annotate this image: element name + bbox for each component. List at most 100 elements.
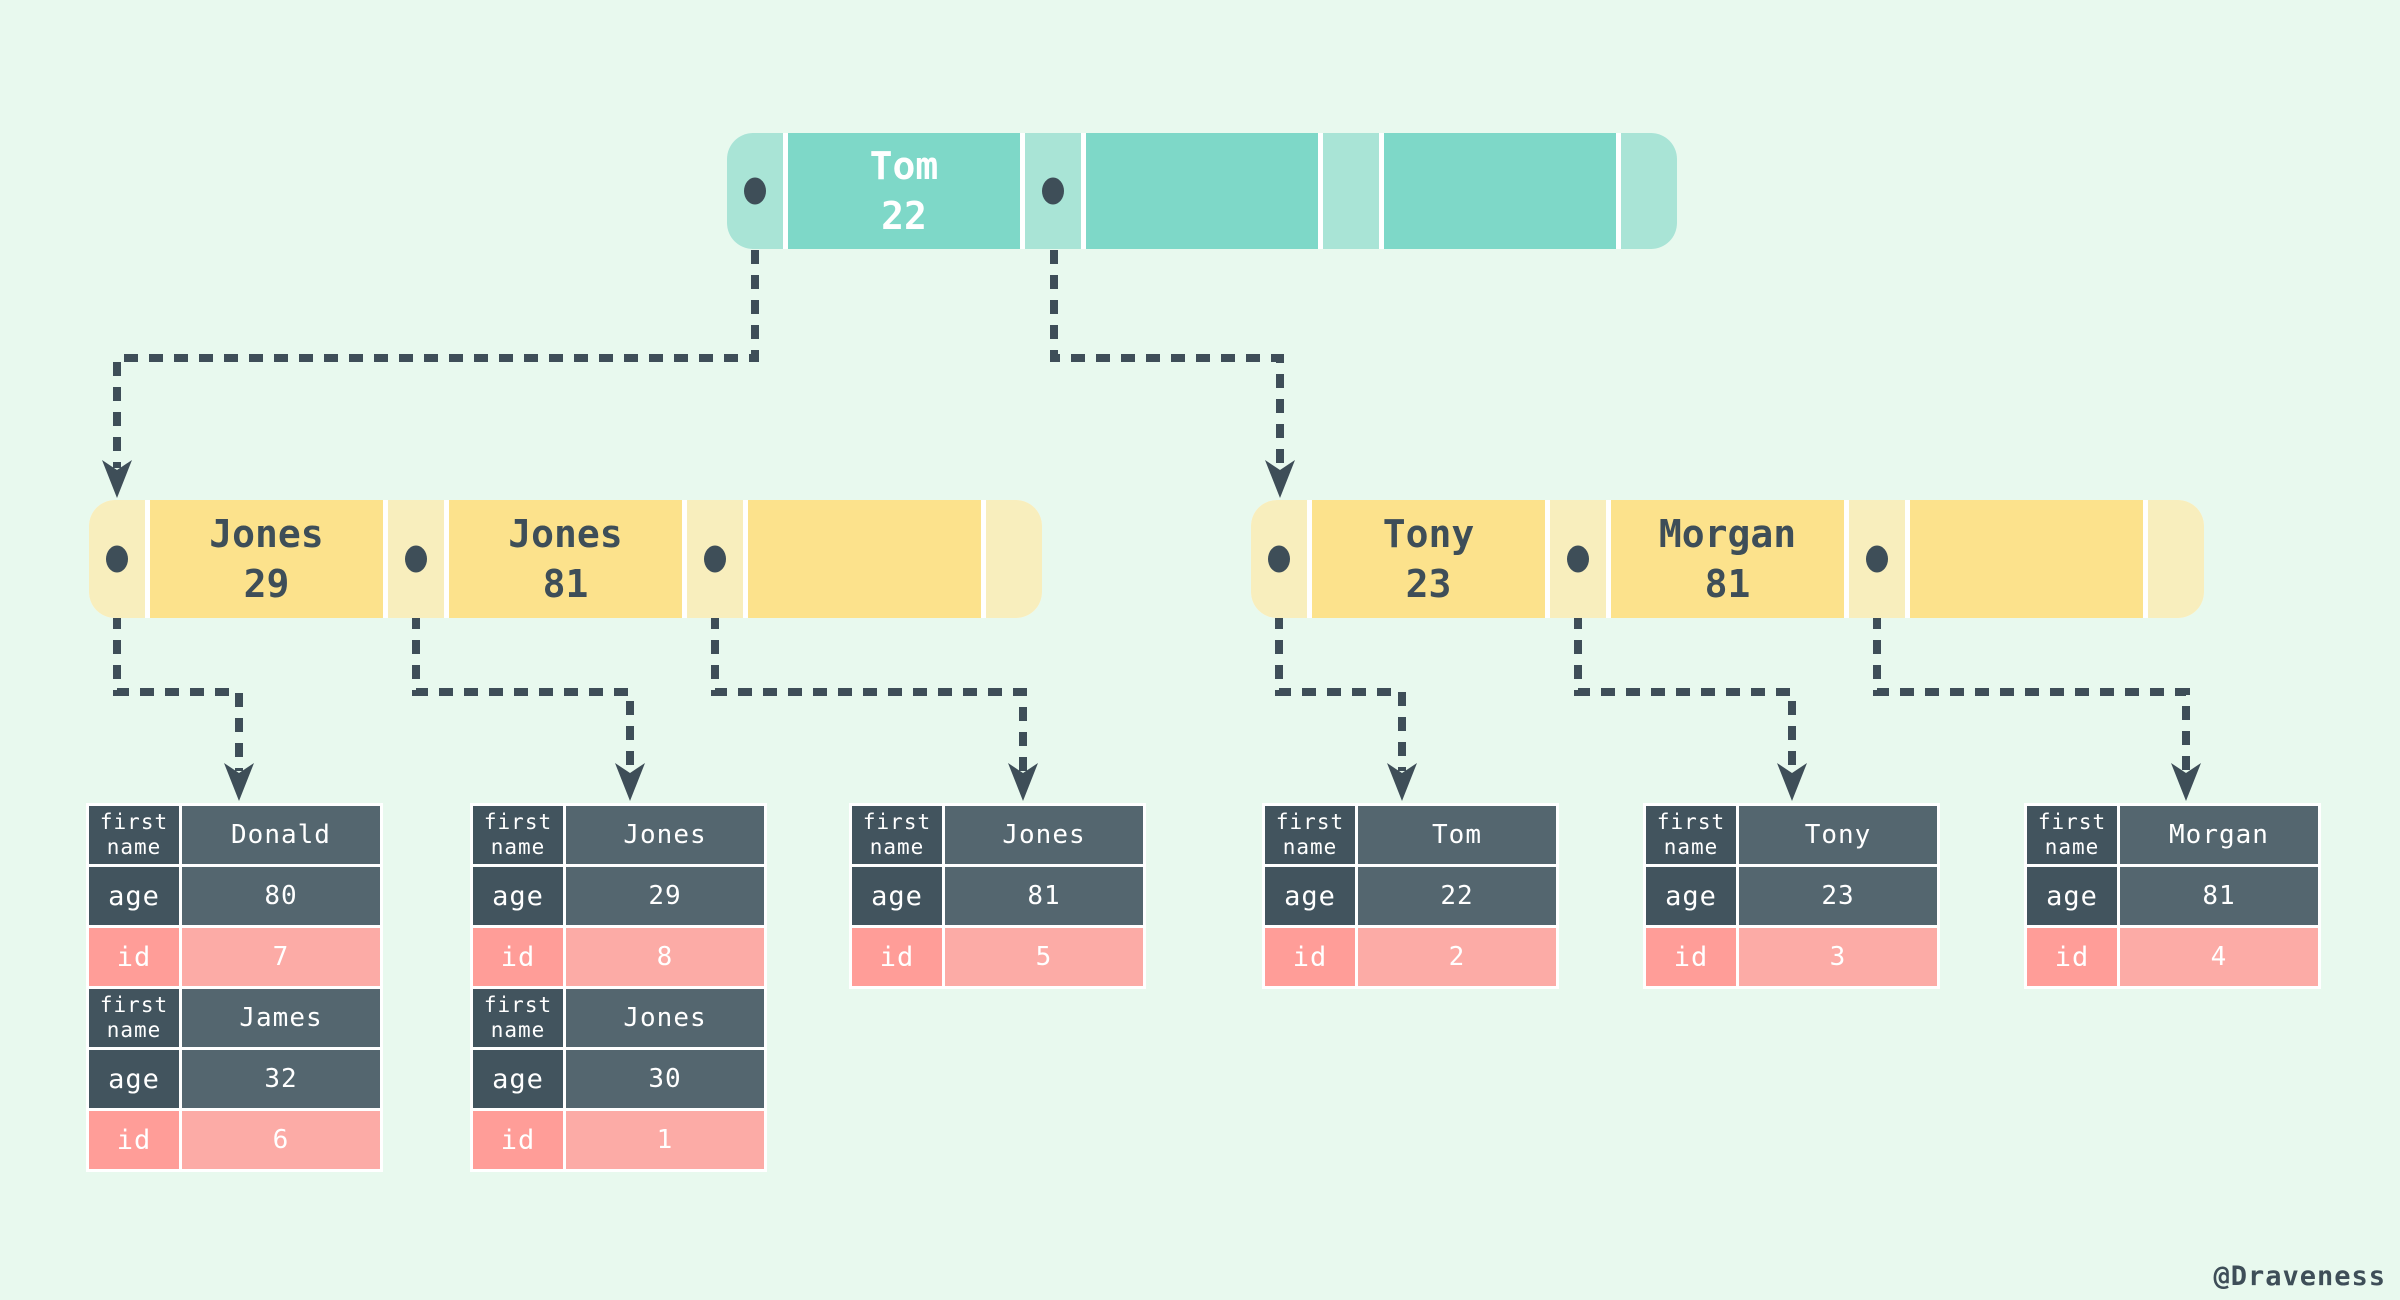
record-table: first name Tony age 23 id 3 <box>1643 803 1940 989</box>
key-cell <box>1910 500 2143 618</box>
key-text: Jones <box>209 512 324 556</box>
id-value: 7 <box>182 928 380 986</box>
pointer-cell <box>388 500 444 618</box>
field-label-id: id <box>89 928 179 986</box>
pointer-dot <box>106 545 128 573</box>
record-table: first name Jones age 29 id 8 first name Jones age 3… <box>470 803 767 1172</box>
first-name-value: Jones <box>945 806 1143 864</box>
first-name-value: Tom <box>1358 806 1556 864</box>
btree-node-leaf-right: Tony 23 Morgan 81 <box>1251 500 2204 618</box>
key-text: Morgan <box>1658 512 1797 556</box>
btree-node-root: Tom 22 <box>727 133 1677 249</box>
field-label-age: age <box>89 867 179 925</box>
id-value: 4 <box>2120 928 2318 986</box>
pointer-cell <box>1323 133 1379 249</box>
field-label-text: name <box>106 835 162 859</box>
age-value: 30 <box>566 1050 764 1108</box>
id-value: 5 <box>945 928 1143 986</box>
arrowhead-icon <box>1265 460 1295 498</box>
record-table: first name Tom age 22 id 2 <box>1262 803 1559 989</box>
btree-node-leaf-left: Jones 29 Jones 81 <box>89 500 1042 618</box>
age-value: 22 <box>1358 867 1556 925</box>
field-label-id: id <box>473 1111 563 1169</box>
pointer-cell <box>1251 500 1307 618</box>
record-table: first name Jones age 81 id 5 <box>849 803 1146 989</box>
field-label-age: age <box>852 867 942 925</box>
pointer-dot <box>1042 177 1064 205</box>
first-name-value: Donald <box>182 806 380 864</box>
field-label-text: name <box>490 1018 546 1042</box>
key-text: 81 <box>542 562 589 606</box>
field-label-id: id <box>2027 928 2117 986</box>
field-label-first-name: first name <box>473 989 563 1047</box>
key-cell <box>1086 133 1318 249</box>
first-name-value: James <box>182 989 380 1047</box>
key-cell: Jones 29 <box>150 500 383 618</box>
record-table: first name Donald age 80 id 7 first name James age… <box>86 803 383 1172</box>
key-cell: Morgan 81 <box>1611 500 1844 618</box>
age-value: 80 <box>182 867 380 925</box>
id-value: 2 <box>1358 928 1556 986</box>
field-label-text: name <box>2044 835 2100 859</box>
key-text: 23 <box>1405 562 1452 606</box>
field-label-text: name <box>1663 835 1719 859</box>
field-label-id: id <box>1646 928 1736 986</box>
field-label-text: first <box>1275 810 1345 834</box>
field-label-age: age <box>473 867 563 925</box>
key-text: Jones <box>508 512 623 556</box>
key-cell: Tony 23 <box>1312 500 1545 618</box>
arrowhead-icon <box>615 763 645 801</box>
first-name-value: Jones <box>566 989 764 1047</box>
arrowhead-icon <box>224 763 254 801</box>
key-text: 22 <box>881 194 927 238</box>
pointer-cell <box>1025 133 1081 249</box>
key-cell <box>748 500 981 618</box>
key-text: Tom <box>869 144 939 188</box>
field-label-text: first <box>483 993 553 1017</box>
field-label-text: first <box>1656 810 1726 834</box>
pointer-dot <box>704 545 726 573</box>
age-value: 23 <box>1739 867 1937 925</box>
arrowhead-icon <box>1008 763 1038 801</box>
end-pointer-cell <box>2148 500 2204 618</box>
key-cell: Tom 22 <box>788 133 1020 249</box>
pointer-cell <box>727 133 783 249</box>
age-value: 81 <box>945 867 1143 925</box>
field-label-first-name: first name <box>89 806 179 864</box>
field-label-first-name: first name <box>2027 806 2117 864</box>
id-value: 3 <box>1739 928 1937 986</box>
field-label-id: id <box>89 1111 179 1169</box>
field-label-text: name <box>490 835 546 859</box>
field-label-id: id <box>1265 928 1355 986</box>
field-label-text: name <box>106 1018 162 1042</box>
pointer-cell <box>89 500 145 618</box>
arrowhead-icon <box>102 460 132 498</box>
first-name-value: Morgan <box>2120 806 2318 864</box>
arrowhead-icon <box>1777 763 1807 801</box>
field-label-first-name: first name <box>89 989 179 1047</box>
field-label-age: age <box>2027 867 2117 925</box>
field-label-age: age <box>473 1050 563 1108</box>
watermark: @Draveness <box>2213 1261 2386 1292</box>
end-pointer-cell <box>986 500 1042 618</box>
pointer-cell <box>1550 500 1606 618</box>
field-label-age: age <box>1265 867 1355 925</box>
field-label-text: first <box>483 810 553 834</box>
id-value: 6 <box>182 1111 380 1169</box>
field-label-first-name: first name <box>1265 806 1355 864</box>
id-value: 8 <box>566 928 764 986</box>
pointer-dot <box>1866 545 1888 573</box>
first-name-value: Tony <box>1739 806 1937 864</box>
end-pointer-cell <box>1621 133 1677 249</box>
field-label-text: name <box>869 835 925 859</box>
pointer-dot <box>405 545 427 573</box>
arrowhead-icon <box>2171 763 2201 801</box>
age-value: 29 <box>566 867 764 925</box>
age-value: 81 <box>2120 867 2318 925</box>
id-value: 1 <box>566 1111 764 1169</box>
pointer-dot <box>1268 545 1290 573</box>
field-label-text: first <box>99 810 169 834</box>
key-cell: Jones 81 <box>449 500 682 618</box>
connector-path <box>113 200 759 468</box>
